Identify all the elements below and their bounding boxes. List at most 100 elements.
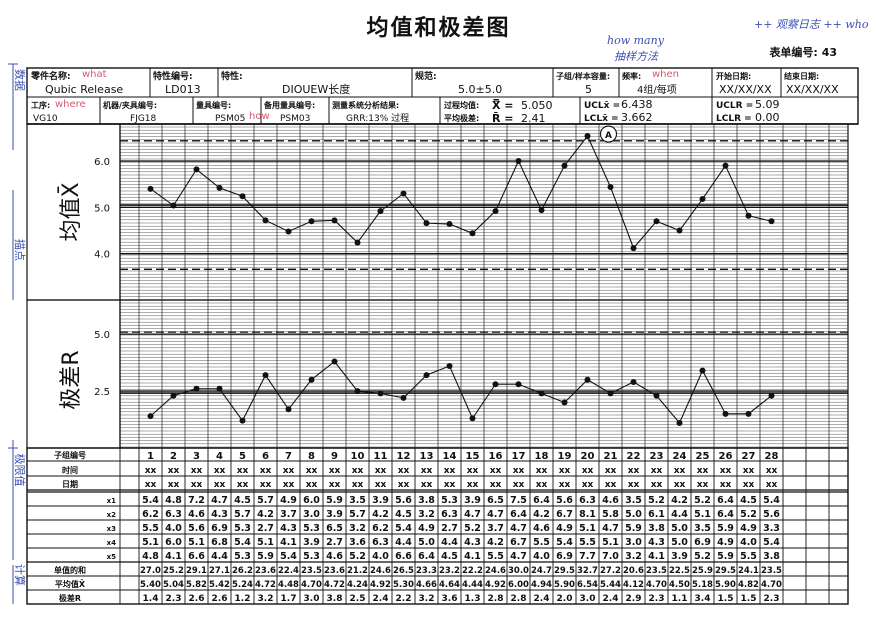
sum-cell: 29.5 bbox=[715, 566, 736, 576]
r-point bbox=[262, 372, 269, 379]
mean-cell: 4.44 bbox=[462, 580, 483, 590]
date-cell: xx bbox=[444, 480, 456, 490]
reading-cell-x2: 6.2 bbox=[142, 509, 159, 520]
date-cell: xx bbox=[306, 480, 318, 490]
time-cell: xx bbox=[283, 466, 295, 476]
mean-cell: 4.92 bbox=[370, 580, 391, 590]
range-cell: 1.7 bbox=[281, 594, 297, 604]
subgroup-number: 17 bbox=[512, 451, 526, 462]
r-point bbox=[584, 376, 591, 383]
reading-cell-x5: 4.7 bbox=[510, 551, 527, 562]
reading-cell-x1: 4.5 bbox=[234, 495, 251, 506]
reading-cell-x2: 4.4 bbox=[671, 509, 688, 520]
reading-cell-x1: 4.2 bbox=[671, 495, 688, 506]
xbar-point bbox=[446, 221, 453, 228]
reading-cell-x3: 3.2 bbox=[349, 523, 366, 534]
date-cell: xx bbox=[214, 480, 226, 490]
range-cell: 2.0 bbox=[557, 594, 573, 604]
r-point bbox=[722, 410, 729, 417]
char-no-label: 特性编号: bbox=[153, 70, 193, 82]
reading-cell-x4: 5.4 bbox=[556, 537, 573, 548]
reading-cell-x4: 6.9 bbox=[694, 537, 711, 548]
reading-cell-x3: 2.7 bbox=[257, 523, 274, 534]
reading-cell-x2: 3.7 bbox=[280, 509, 297, 520]
date-cell: xx bbox=[605, 480, 617, 490]
subgroup-number: 28 bbox=[765, 451, 779, 462]
time-cell: xx bbox=[145, 466, 157, 476]
mean-cell: 4.70 bbox=[761, 580, 782, 590]
reading-cell-x3: 6.9 bbox=[211, 523, 228, 534]
reading-cell-x5: 3.9 bbox=[671, 551, 688, 562]
subgroup-number: 6 bbox=[262, 451, 269, 462]
range-cell: 3.2 bbox=[258, 594, 274, 604]
range-cell: 1.5 bbox=[741, 594, 757, 604]
reading-cell-x2: 4.3 bbox=[211, 509, 228, 520]
date-cell: xx bbox=[329, 480, 341, 490]
date-cell: xx bbox=[651, 480, 663, 490]
subgroup-number: 14 bbox=[443, 451, 457, 462]
reading-cell-x4: 6.7 bbox=[510, 537, 527, 548]
reading-cell-x4: 4.1 bbox=[280, 537, 297, 548]
lcl-x-value: 3.662 bbox=[621, 111, 653, 124]
subgroup-number: 22 bbox=[627, 451, 641, 462]
range-cell: 2.3 bbox=[166, 594, 182, 604]
spec-label: 规范: bbox=[415, 70, 437, 82]
sum-cell: 29.1 bbox=[186, 566, 207, 576]
reading-cell-x3: 5.5 bbox=[142, 523, 159, 534]
reading-cell-x3: 5.0 bbox=[671, 523, 688, 534]
mean-cell: 4.24 bbox=[347, 580, 368, 590]
process-mean-symbol: X̿ = bbox=[492, 99, 514, 112]
date-cell: xx bbox=[559, 480, 571, 490]
avg-range-label: 平均极差: bbox=[444, 113, 479, 123]
range-cell: 1.2 bbox=[235, 594, 251, 604]
reading-cell-x5: 4.6 bbox=[326, 551, 343, 562]
reading-cell-x1: 7.5 bbox=[510, 495, 527, 506]
time-cell: xx bbox=[214, 466, 226, 476]
reading-cell-x5: 6.4 bbox=[418, 551, 435, 562]
time-cell: xx bbox=[697, 466, 709, 476]
form-number-label: 表单编号: bbox=[769, 46, 818, 59]
subgroup-number: 3 bbox=[193, 451, 200, 462]
reading-cell-x3: 6.5 bbox=[326, 523, 343, 534]
reading-cell-x2: 6.4 bbox=[717, 509, 734, 520]
reading-cell-x1: 5.9 bbox=[326, 495, 343, 506]
mean-cell: 6.00 bbox=[508, 580, 529, 590]
subgroup-number: 20 bbox=[581, 451, 595, 462]
r-point bbox=[676, 419, 683, 426]
reading-cell-x1: 4.5 bbox=[740, 495, 757, 506]
reading-cell-x2: 4.7 bbox=[464, 509, 481, 520]
time-cell: xx bbox=[605, 466, 617, 476]
r-chart-title: 极差R bbox=[59, 350, 84, 409]
sum-cell: 20.6 bbox=[623, 566, 644, 576]
subgroup-number: 8 bbox=[308, 451, 315, 462]
start-date-label: 开始日期: bbox=[716, 71, 751, 81]
reading-cell-x4: 4.4 bbox=[395, 537, 412, 548]
xbar-point bbox=[722, 162, 729, 169]
reading-cell-x5: 6.6 bbox=[395, 551, 412, 562]
xbar-point bbox=[193, 166, 200, 173]
mean-cell: 4.70 bbox=[646, 580, 667, 590]
subgroup-number: 12 bbox=[397, 451, 411, 462]
date-cell: xx bbox=[421, 480, 433, 490]
r-point bbox=[699, 367, 706, 374]
xbar-point bbox=[308, 218, 315, 225]
time-cell: xx bbox=[674, 466, 686, 476]
date-cell: xx bbox=[513, 480, 525, 490]
time-cell: xx bbox=[260, 466, 272, 476]
r-point bbox=[216, 385, 223, 392]
marker-a-label: A bbox=[605, 131, 612, 141]
subgroup-number: 21 bbox=[604, 451, 618, 462]
reading-cell-x2: 5.7 bbox=[349, 509, 366, 520]
reading-cell-x1: 5.2 bbox=[694, 495, 711, 506]
reading-cell-x2: 3.2 bbox=[418, 509, 435, 520]
reading-cell-x4: 5.5 bbox=[533, 537, 550, 548]
sum-cell: 27.1 bbox=[209, 566, 230, 576]
reading-cell-x4: 4.0 bbox=[740, 537, 757, 548]
range-cell: 3.4 bbox=[695, 594, 711, 604]
range-cell: 1.3 bbox=[465, 594, 481, 604]
time-cell: xx bbox=[513, 466, 525, 476]
date-cell: xx bbox=[352, 480, 364, 490]
reading-cell-x4: 5.4 bbox=[763, 537, 780, 548]
r-point bbox=[331, 358, 338, 365]
r-point bbox=[354, 388, 361, 395]
